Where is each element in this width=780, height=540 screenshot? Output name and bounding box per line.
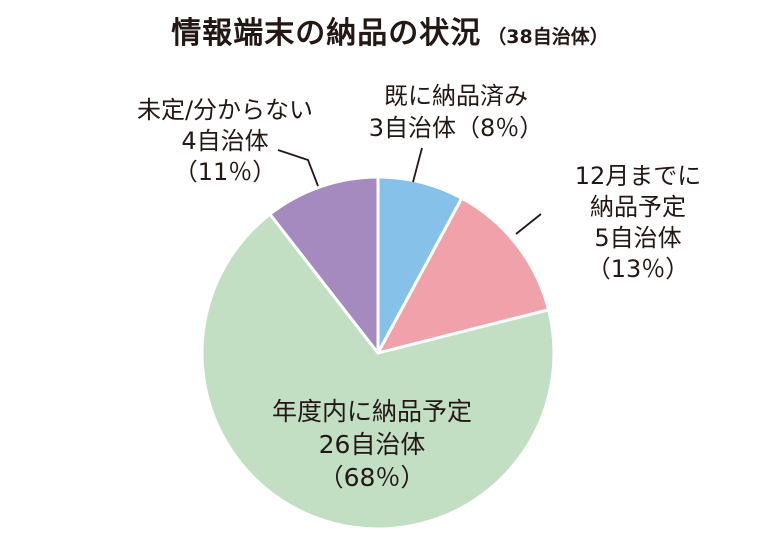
- slice-label-2-line-1: 12月までに: [575, 162, 702, 190]
- slice-label-4-line-1: 未定/分からない: [137, 96, 313, 124]
- chart-title-main: 情報端末の納品の状況: [171, 16, 482, 51]
- slice-label-3-line-1: 年度内に納品予定: [272, 397, 472, 426]
- leader-line-1: [412, 147, 423, 183]
- slice-label-2-line-4: （13％）: [587, 255, 690, 283]
- slice-label-4: 未定/分からない 4自治体 （11％）: [137, 96, 313, 186]
- slice-label-1-line-1: 既に納品済み: [384, 82, 528, 110]
- pie-slice-4: [268, 175, 380, 355]
- slice-label-1-line-2: 3自治体（8％）: [369, 114, 544, 142]
- chart-title: 情報端末の納品の状況 （38自治体）: [0, 8, 780, 52]
- slice-label-2-line-3: 5自治体: [594, 224, 681, 252]
- slice-label-4-line-3: （11％）: [174, 158, 277, 186]
- slice-label-3-line-3: （68％）: [319, 463, 426, 492]
- pie-slice-2: [376, 196, 551, 355]
- slice-label-3: 年度内に納品予定 26自治体 （68％）: [272, 397, 472, 492]
- leader-line-3: [277, 149, 319, 187]
- slice-label-1: 既に納品済み 3自治体（8％）: [369, 82, 544, 142]
- slice-label-2-line-2: 納品予定: [590, 193, 686, 221]
- chart-subtitle: （38自治体）: [487, 26, 609, 48]
- leader-line-2: [515, 213, 542, 235]
- pie-slice-3: [200, 212, 556, 531]
- slice-label-3-line-2: 26自治体: [319, 430, 426, 459]
- slice-label-4-line-2: 4自治体: [181, 127, 268, 155]
